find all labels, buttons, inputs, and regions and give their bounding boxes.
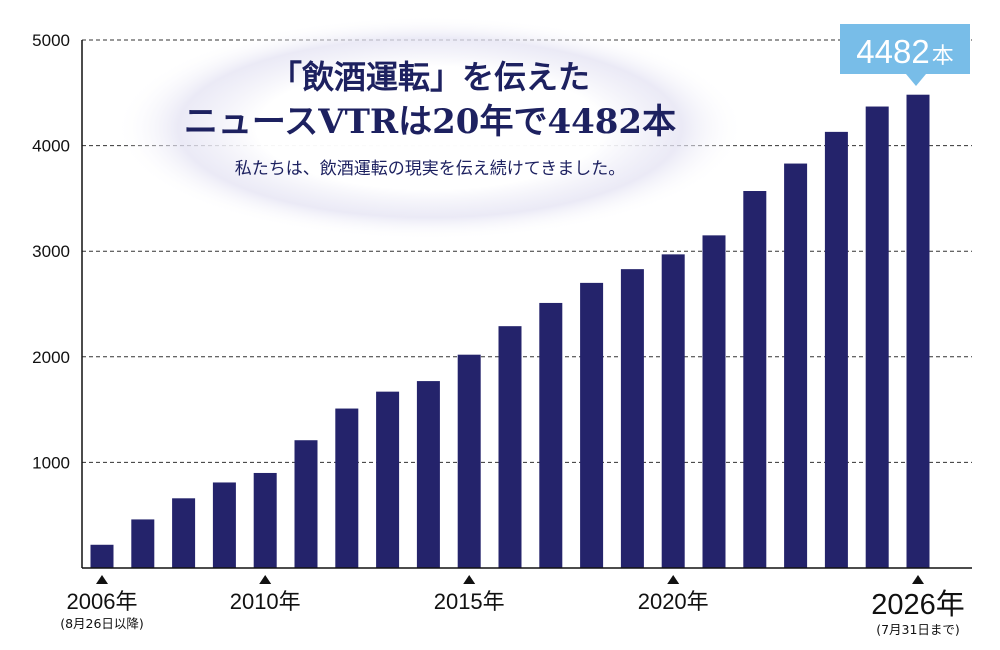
bar-2019年 xyxy=(620,269,644,568)
x-tick-label: 2010年 xyxy=(230,589,301,614)
bar-2017年 xyxy=(539,302,563,568)
bar-2010年 xyxy=(253,472,277,568)
y-tick-label: 2000 xyxy=(32,348,70,367)
bar-2008年 xyxy=(172,498,196,568)
x-marker-triangle xyxy=(912,575,924,584)
bar-2022年 xyxy=(743,191,767,568)
x-tick-note: (8月26日以降) xyxy=(60,616,144,631)
total-callout: 4482本 xyxy=(840,24,970,86)
bar-2015年 xyxy=(457,354,481,568)
bar-2023年 xyxy=(784,163,808,568)
chart-subtitle: 私たちは、飲酒運転の現実を伝え続けてきました。 xyxy=(235,159,626,179)
bar-2016年 xyxy=(498,326,522,568)
bar-2007年 xyxy=(131,519,155,568)
x-marker-triangle xyxy=(259,575,272,584)
bar-2014年 xyxy=(416,381,440,568)
y-tick-label: 3000 xyxy=(32,242,70,261)
x-tick-label: 2006年 xyxy=(67,589,138,614)
title-block: 「飲酒運転」を伝えた ニュースVTRは20年で4482本 私たちは、飲酒運転の現… xyxy=(115,16,745,240)
x-tick-label: 2015年 xyxy=(434,589,505,614)
bar-2012年 xyxy=(335,408,359,568)
y-tick-label: 4000 xyxy=(32,137,70,156)
callout-pointer xyxy=(906,74,926,86)
chart-title-line2: ニュースVTRは20年で4482本 xyxy=(184,102,676,142)
bar-2013年 xyxy=(376,391,400,568)
bar-2018年 xyxy=(580,282,604,568)
x-tick-label: 2026年 xyxy=(871,588,965,621)
title-glow xyxy=(115,16,745,240)
callout-box xyxy=(840,24,970,74)
chart-title-line1: 「飲酒運転」を伝えた xyxy=(270,58,590,96)
x-marker-triangle xyxy=(667,575,680,584)
bar-2020年 xyxy=(661,254,685,569)
bar-2021年 xyxy=(702,235,726,569)
y-tick-label: 1000 xyxy=(32,453,70,472)
y-tick-label: 5000 xyxy=(32,31,70,50)
x-tick-label: 2020年 xyxy=(638,589,709,614)
x-tick-note: (7月31日まで) xyxy=(876,622,960,637)
bar-2026年 xyxy=(906,94,930,568)
x-marker-triangle xyxy=(96,575,108,584)
bar-2011年 xyxy=(294,440,318,568)
bar-2006年 xyxy=(90,544,114,568)
bar-2025年 xyxy=(865,106,889,568)
bar-2009年 xyxy=(212,482,236,568)
bar-2024年 xyxy=(824,131,848,568)
x-marker-triangle xyxy=(463,575,476,584)
callout-label: 4482本 xyxy=(856,33,953,70)
